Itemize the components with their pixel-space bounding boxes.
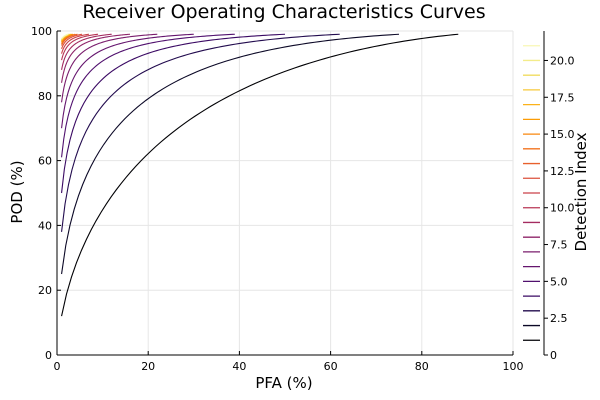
roc-curve	[61, 33, 99, 61]
roc-curve	[61, 33, 235, 158]
chart-title: Receiver Operating Characteristics Curve…	[82, 1, 485, 23]
roc-curve	[61, 33, 83, 50]
x-tick-label: 80	[415, 360, 429, 373]
x-tick-label: 60	[324, 360, 338, 373]
colorbar: 0 2.5 5.0 7.5 10.0 12.5 15.0 17.5 20.0	[523, 31, 575, 362]
colorbar-tick-label: 0	[550, 349, 557, 362]
y-axis-ticks: 0 20 40 60 80 100	[31, 25, 61, 362]
y-tick-label: 0	[45, 349, 52, 362]
roc-curve	[61, 33, 69, 40]
y-tick-label: 40	[38, 219, 52, 232]
y-tick-label: 60	[38, 155, 52, 168]
roc-curve	[61, 33, 90, 54]
roc-curve	[61, 33, 131, 83]
x-axis-label: PFA (%)	[255, 374, 312, 392]
y-tick-label: 100	[31, 25, 52, 38]
colorbar-tick-label: 20.0	[550, 54, 575, 67]
y-tick-label: 80	[38, 90, 52, 103]
y-axis-label: POD (%)	[8, 160, 26, 223]
colorbar-tick-label: 12.5	[550, 165, 575, 178]
roc-curve	[61, 33, 340, 232]
roc-curve	[61, 33, 112, 70]
x-tick-label: 20	[141, 360, 155, 373]
colorbar-tick-label: 17.5	[550, 91, 575, 104]
colorbar-tick-label: 2.5	[550, 312, 568, 325]
colorbar-tick-label: 10.0	[550, 202, 575, 215]
colorbar-label: Detection Index	[572, 132, 590, 251]
colorbar-tick-label: 15.0	[550, 128, 575, 141]
roc-curve	[61, 33, 158, 103]
colorbar-tick-label: 5.0	[550, 275, 568, 288]
x-tick-label: 100	[503, 360, 524, 373]
colorbar-tick-label: 7.5	[550, 239, 568, 252]
roc-curve	[61, 33, 286, 194]
x-tick-label: 40	[232, 360, 246, 373]
roc-curves	[61, 33, 459, 317]
axes	[56, 31, 513, 356]
roc-curve	[61, 33, 400, 275]
x-axis-ticks: 0 20 40 60 80 100	[54, 351, 524, 373]
roc-curve	[61, 33, 459, 317]
roc-curve	[61, 33, 194, 129]
y-tick-label: 20	[38, 284, 52, 297]
x-tick-label: 0	[54, 360, 61, 373]
grid	[56, 30, 514, 356]
